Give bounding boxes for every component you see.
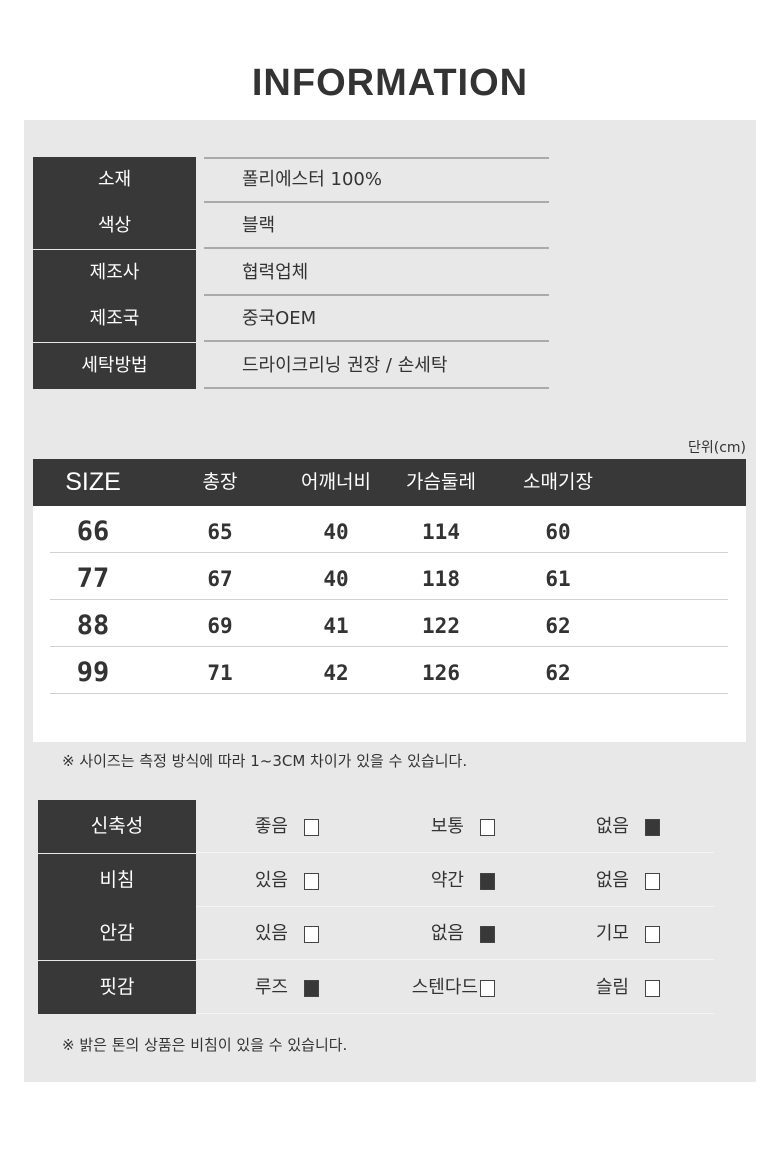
characteristic-label: 비침 xyxy=(38,853,196,907)
measure-cell: 61 xyxy=(545,567,571,591)
unchecked-box-icon xyxy=(645,872,660,890)
characteristic-label: 안감 xyxy=(38,907,196,960)
option-label: 없음 xyxy=(595,816,629,837)
measure-cell: 62 xyxy=(545,614,571,638)
characteristic-option: 있음 xyxy=(196,907,714,960)
size-cell: 88 xyxy=(76,610,110,641)
option-label: 약간 xyxy=(430,869,464,891)
info-value: 드라이크리닝 권장 / 손세탁 xyxy=(204,343,549,389)
characteristic-option: 보통 xyxy=(196,800,714,853)
checked-box-icon xyxy=(304,979,319,997)
characteristic-option: 없음 xyxy=(196,800,714,853)
info-value: 폴리에스터 100% xyxy=(204,157,549,203)
characteristic-option: 루즈 xyxy=(196,961,714,1014)
unit-label: 단위(cm) xyxy=(687,440,746,456)
info-label: 제조사 xyxy=(33,249,196,296)
measure-cell: 126 xyxy=(422,661,460,685)
unchecked-box-icon xyxy=(304,819,319,836)
measure-cell: 67 xyxy=(207,567,233,591)
measure-cell: 40 xyxy=(323,520,349,544)
characteristic-row: 있음 없음 기모 xyxy=(196,907,714,960)
table-row: 66 65 40 114 60 xyxy=(50,506,728,553)
unchecked-box-icon xyxy=(645,979,660,997)
unchecked-box-icon xyxy=(304,872,319,890)
characteristic-label: 핏감 xyxy=(38,960,196,1014)
unchecked-box-icon xyxy=(480,819,495,836)
characteristic-option: 약간 xyxy=(196,854,714,907)
characteristic-row: 루즈 스텐다드 슬림 xyxy=(196,961,714,1014)
characteristic-option: 스텐다드 xyxy=(196,961,714,1014)
measure-cell: 69 xyxy=(207,614,233,638)
table-row: 77 67 40 118 61 xyxy=(50,553,728,600)
option-label: 스텐다드 xyxy=(411,976,478,998)
measure-cell: 118 xyxy=(422,567,460,591)
option-label: 없음 xyxy=(430,923,464,944)
unchecked-box-icon xyxy=(304,926,319,943)
size-note: ※ 사이즈는 측정 방식에 따라 1~3CM 차이가 있을 수 있습니다. xyxy=(62,752,468,770)
characteristic-row: 좋음 보통 없음 xyxy=(196,800,714,853)
size-table xyxy=(33,459,746,742)
column-header: 어깨너비 xyxy=(301,471,371,493)
column-header: SIZE xyxy=(65,468,121,496)
size-cell: 66 xyxy=(76,516,110,547)
option-label: 보통 xyxy=(430,816,464,837)
characteristic-label: 신축성 xyxy=(38,800,196,853)
characteristic-option: 기모 xyxy=(196,907,714,960)
characteristic-option: 좋음 xyxy=(196,800,714,853)
table-row: 99 71 42 126 62 xyxy=(50,647,728,694)
characteristic-row: 있음 약간 없음 xyxy=(196,854,714,907)
size-table-header: SIZE 총장 어깨너비 가슴둘레 소매기장 xyxy=(33,459,746,506)
unchecked-box-icon xyxy=(480,979,495,997)
measure-cell: 71 xyxy=(207,661,233,685)
info-value: 협력업체 xyxy=(204,250,549,296)
info-value: 블랙 xyxy=(204,203,549,250)
measure-cell: 62 xyxy=(545,661,571,685)
option-label: 루즈 xyxy=(254,976,288,998)
option-label: 기모 xyxy=(595,923,629,944)
page-title: INFORMATION xyxy=(251,62,529,104)
divider xyxy=(204,157,549,159)
info-label: 세탁방법 xyxy=(33,342,196,389)
measure-cell: 40 xyxy=(323,567,349,591)
option-label: 있음 xyxy=(254,923,288,944)
column-header: 소매기장 xyxy=(523,471,593,493)
measure-cell: 122 xyxy=(422,614,460,638)
option-label: 슬림 xyxy=(595,976,629,998)
characteristic-option: 없음 xyxy=(196,907,714,960)
checked-box-icon xyxy=(645,819,660,836)
column-header: 가슴둘레 xyxy=(406,471,476,493)
checked-box-icon xyxy=(480,926,495,943)
option-label: 없음 xyxy=(595,869,629,891)
unchecked-box-icon xyxy=(645,926,660,943)
measure-cell: 114 xyxy=(422,520,460,544)
option-label: 좋음 xyxy=(254,816,288,837)
characteristics-note: ※ 밝은 톤의 상품은 비침이 있을 수 있습니다. xyxy=(62,1036,348,1054)
measure-cell: 42 xyxy=(323,661,349,685)
info-value: 중국OEM xyxy=(204,296,549,343)
info-label: 색상 xyxy=(33,203,196,250)
checked-box-icon xyxy=(480,872,495,890)
info-label: 제조국 xyxy=(33,296,196,343)
column-header: 총장 xyxy=(202,471,238,493)
measure-cell: 65 xyxy=(207,520,233,544)
table-row: 88 69 41 122 62 xyxy=(50,600,728,647)
size-cell: 99 xyxy=(76,657,110,688)
option-label: 있음 xyxy=(254,869,288,891)
measure-cell: 41 xyxy=(323,614,349,638)
characteristic-option: 없음 xyxy=(196,854,714,907)
characteristic-option: 있음 xyxy=(196,854,714,907)
size-cell: 77 xyxy=(76,563,110,594)
measure-cell: 60 xyxy=(545,520,571,544)
characteristic-option: 슬림 xyxy=(196,961,714,1014)
info-label: 소재 xyxy=(33,157,196,203)
